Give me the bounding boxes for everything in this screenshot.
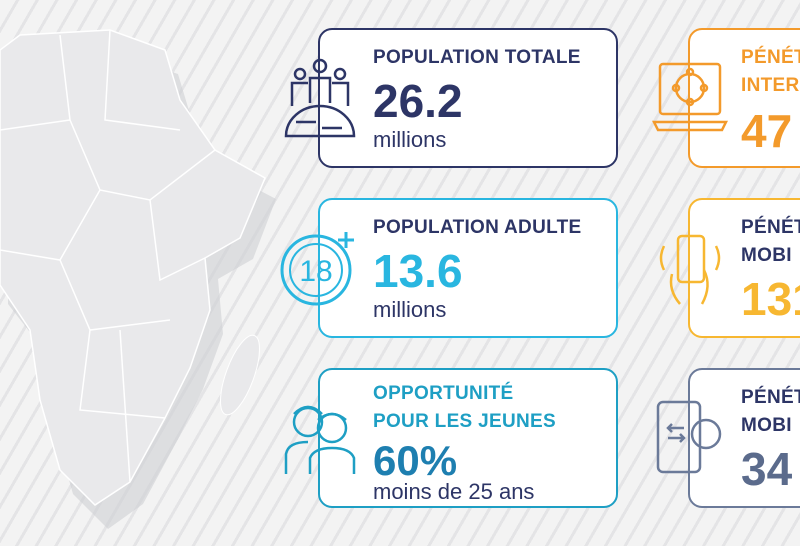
side-card: PÉNÉT INTER 47 bbox=[688, 28, 800, 168]
africa-map bbox=[0, 29, 276, 529]
card-unit: millions bbox=[373, 297, 447, 322]
youth-icon bbox=[284, 405, 356, 474]
card-title: POPULATION ADULTE bbox=[373, 217, 582, 238]
card-title: POUR LES JEUNES bbox=[373, 411, 556, 432]
card: POPULATION ADULTE 13.6 millions bbox=[318, 198, 618, 338]
card-title: INTER bbox=[741, 75, 800, 96]
age-icon: 18 bbox=[280, 232, 354, 306]
people-icon bbox=[284, 58, 356, 138]
card-title: POPULATION TOTALE bbox=[373, 47, 581, 68]
card: POPULATION TOTALE 26.2 millions bbox=[318, 28, 618, 168]
card-value: 34 bbox=[741, 443, 793, 495]
card-value: 26.2 bbox=[373, 75, 463, 127]
card-title: MOBI bbox=[741, 415, 792, 436]
card-value: 47 bbox=[741, 105, 793, 157]
card-value: 60% bbox=[373, 437, 458, 484]
card: OPPORTUNITÉ POUR LES JEUNES 60% moins de… bbox=[318, 368, 618, 508]
card-title: MOBI bbox=[741, 245, 792, 266]
mobile-money-icon bbox=[656, 400, 722, 474]
card-title: PÉNÉT bbox=[741, 47, 800, 68]
icon-label: 18 bbox=[299, 255, 332, 288]
card-title: OPPORTUNITÉ bbox=[373, 383, 514, 404]
card-value: 131 bbox=[741, 273, 800, 325]
side-card: PÉNÉT MOBI 34 bbox=[688, 368, 800, 508]
card-title: PÉNÉT bbox=[741, 217, 800, 238]
card-unit: millions bbox=[373, 127, 447, 152]
card-value: 13.6 bbox=[373, 245, 463, 297]
laptop-icon bbox=[652, 62, 728, 132]
card-title: PÉNÉT bbox=[741, 387, 800, 408]
card-unit: moins de 25 ans bbox=[373, 479, 535, 504]
side-card: PÉNÉT MOBI 131 bbox=[688, 198, 800, 338]
phone-icon bbox=[659, 234, 721, 305]
